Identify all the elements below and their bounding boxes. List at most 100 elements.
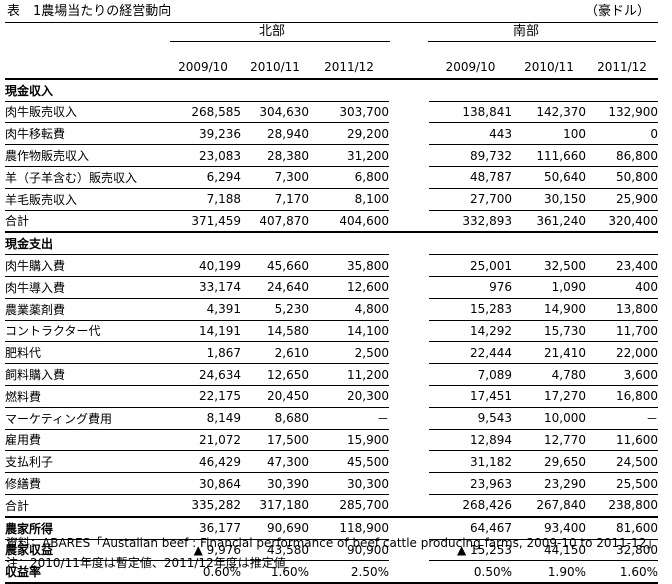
south-value-cell: 9,543 xyxy=(429,407,512,430)
south-value-cell: 1,090 xyxy=(512,276,586,299)
north-value-cell: 8,149 xyxy=(165,407,241,430)
expense-row: 支払利子 46,429 47,300 45,500 31,182 29,650 24,500 xyxy=(5,450,658,474)
south-value-cell: 100 xyxy=(512,122,586,146)
spacer-cell xyxy=(389,473,429,495)
empty-cell xyxy=(241,232,309,256)
south-value-cell: 30,150 xyxy=(512,188,586,211)
north-value-cell: 29,200 xyxy=(309,122,389,146)
spacer-cell xyxy=(389,407,429,429)
spacer-cell xyxy=(389,166,429,188)
expense-row: 肥料代 1,867 2,610 2,500 22,444 21,410 22,000 xyxy=(5,341,658,365)
expense-row: 燃料費 22,175 20,450 20,300 17,451 17,270 16,800 xyxy=(5,385,658,408)
row-label: 肉牛販売収入 xyxy=(5,101,165,124)
north-value-cell: 28,380 xyxy=(241,144,309,167)
spacer-cell xyxy=(389,276,429,298)
farm-finance-table: 2009/10 2010/11 2011/12 2009/10 2010/11 2011/… xyxy=(5,57,658,584)
table-body: 2009/10 2010/11 2011/12 2009/10 2010/11 2011/… xyxy=(5,57,658,584)
summary-row: 農家収益 ▲ 9,976 43,580 90,900 ▲ 15,253 44,150 32,… xyxy=(5,539,658,562)
spacer-cell xyxy=(389,364,429,386)
north-value-cell: 12,650 xyxy=(241,363,309,386)
section-income-row: 現金収入 xyxy=(5,78,658,102)
north-value-cell: 31,200 xyxy=(309,144,389,167)
north-value-cell: 24,640 xyxy=(241,276,309,299)
row-label: 農家収益 xyxy=(5,539,165,562)
row-label: 飼料購入費 xyxy=(5,363,165,386)
south-value-cell: 27,700 xyxy=(429,188,512,211)
north-value-cell: 6,800 xyxy=(309,166,389,189)
north-value-cell: 5,230 xyxy=(241,298,309,321)
south-value-cell: 268,426 xyxy=(429,494,512,518)
north-value-cell: 35,800 xyxy=(309,254,389,277)
north-value-cell: 11,200 xyxy=(309,363,389,386)
north-value-cell: 335,282 xyxy=(165,494,241,518)
north-value-cell: 45,660 xyxy=(241,254,309,277)
south-value-cell: 111,660 xyxy=(512,144,586,167)
south-value-cell: 93,400 xyxy=(512,516,586,540)
south-value-cell: 23,400 xyxy=(586,254,658,277)
north-value-cell: 407,870 xyxy=(241,210,309,234)
north-value-cell: 43,580 xyxy=(241,539,309,562)
south-value-cell: 25,900 xyxy=(586,188,658,211)
south-value-cell: 1.60% xyxy=(586,560,658,584)
empty-cell xyxy=(389,79,429,101)
south-value-cell: 64,467 xyxy=(429,516,512,540)
south-value-cell: 4,780 xyxy=(512,363,586,386)
north-value-cell: ▲ 9,976 xyxy=(165,539,241,562)
south-value-cell: 0 xyxy=(586,122,658,146)
north-value-cell: － xyxy=(309,407,389,430)
spacer-cell xyxy=(389,429,429,451)
empty-cell xyxy=(165,232,241,256)
south-value-cell: 0.50% xyxy=(429,560,512,584)
north-value-cell: 17,500 xyxy=(241,429,309,452)
empty-cell xyxy=(389,232,429,254)
south-value-cell: 86,800 xyxy=(586,144,658,167)
header-spacer xyxy=(5,57,165,80)
north-value-cell: 268,585 xyxy=(165,101,241,124)
south-value-cell: 443 xyxy=(429,122,512,146)
year-header-north: 2009/10 xyxy=(165,57,241,80)
top-rule xyxy=(5,22,658,23)
north-value-cell: 2,500 xyxy=(309,341,389,365)
south-value-cell: 13,800 xyxy=(586,298,658,321)
south-value-cell: 10,000 xyxy=(512,407,586,430)
empty-cell xyxy=(241,78,309,102)
spacer-cell xyxy=(389,385,429,407)
north-value-cell: 1,867 xyxy=(165,341,241,365)
row-label: 肉牛購入費 xyxy=(5,254,165,277)
south-value-cell: 50,800 xyxy=(586,166,658,189)
north-value-cell: 21,072 xyxy=(165,429,241,452)
year-header-north: 2011/12 xyxy=(309,57,389,80)
row-label: 農業薬剤費 xyxy=(5,298,165,321)
north-value-cell: 14,191 xyxy=(165,320,241,343)
north-value-cell: 30,300 xyxy=(309,472,389,495)
expense-row: 肉牛導入費 33,174 24,640 12,600 976 1,090 400 xyxy=(5,276,658,299)
expense-total-row: 合計 335,282 317,180 285,700 268,426 267,840 238… xyxy=(5,494,658,518)
spacer-cell xyxy=(389,342,429,364)
south-value-cell: 361,240 xyxy=(512,210,586,234)
spacer-cell xyxy=(389,210,429,234)
source-note: 資料：ABARES「Austalian beef : Financial per… xyxy=(6,536,659,550)
south-value-cell: 25,001 xyxy=(429,254,512,277)
south-value-cell: 7,089 xyxy=(429,363,512,386)
north-value-cell: 118,900 xyxy=(309,516,389,540)
north-value-cell: 4,800 xyxy=(309,298,389,321)
estimate-note: 注：2010/11年度は暫定値、2011/12年度は推定値 xyxy=(6,556,286,570)
row-label: 羊毛販売収入 xyxy=(5,188,165,211)
south-value-cell: － xyxy=(586,407,658,430)
south-value-cell: 14,900 xyxy=(512,298,586,321)
north-value-cell: 303,700 xyxy=(309,101,389,124)
row-label: 農家所得 xyxy=(5,516,165,540)
south-value-cell: 21,410 xyxy=(512,341,586,365)
region-underline-north xyxy=(170,41,390,42)
south-value-cell: 48,787 xyxy=(429,166,512,189)
south-value-cell: 14,292 xyxy=(429,320,512,343)
south-value-cell: 12,770 xyxy=(512,429,586,452)
income-row: 農作物販売収入 23,083 28,380 31,200 89,732 111,660 86… xyxy=(5,144,658,167)
row-label: 肥料代 xyxy=(5,341,165,365)
north-value-cell: 304,630 xyxy=(241,101,309,124)
north-value-cell: 33,174 xyxy=(165,276,241,299)
north-value-cell: 22,175 xyxy=(165,385,241,408)
south-value-cell: 17,270 xyxy=(512,385,586,408)
south-value-cell: 16,800 xyxy=(586,385,658,408)
